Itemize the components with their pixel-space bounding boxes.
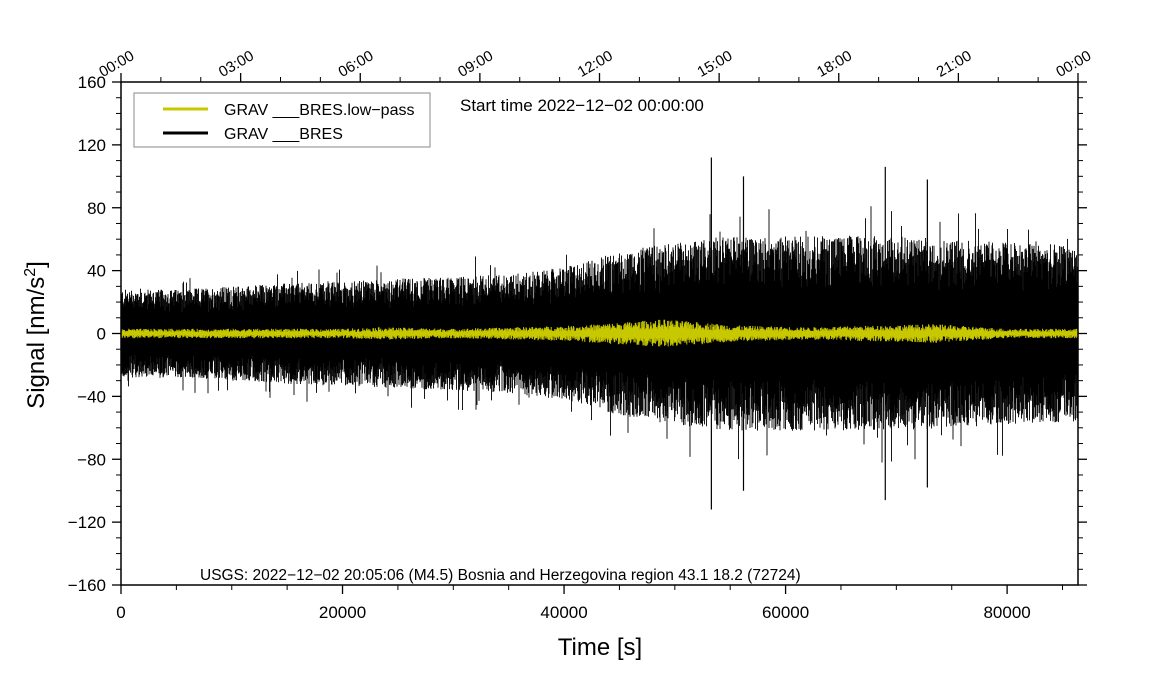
x-tick-label: 40000 [540,603,587,622]
top-tick-label: 00:00 [1053,47,1094,80]
event-annotation: USGS: 2022−12−02 20:05:06 (M4.5) Bosnia … [200,567,801,584]
legend-box [133,92,431,148]
x-tick-label: 80000 [983,603,1030,622]
y-tick-label: 0 [97,325,106,344]
x-tick-label: 60000 [762,603,809,622]
top-tick-label: 12:00 [575,47,616,80]
top-tick-label: 18:00 [814,47,855,80]
x-axis-bottom: 0 20000 40000 60000 80000 [116,585,1063,622]
x-tick-label: 20000 [319,603,366,622]
y-tick-label: 40 [87,262,106,281]
y-tick-label: 160 [78,73,106,92]
y-axis-right [1078,81,1087,586]
top-tick-label: 09:00 [455,47,496,80]
chart-title: Start time 2022−12−02 00:00:00 [460,96,704,115]
top-tick-label: 03:00 [216,47,257,80]
y-tick-label: −80 [77,450,106,469]
y-tick-label: −40 [77,387,106,406]
y-axis-title: Signal [nm/s2] [22,261,50,409]
y-tick-label: 80 [87,199,106,218]
y-tick-label: −160 [68,576,106,595]
top-tick-label: 15:00 [694,47,735,80]
x-axis-top-time: 00:00 03:00 06:00 09:00 12:00 15:00 18:00 21:00… [96,47,1094,82]
legend-label-low-pass: GRAV ___BRES.low−pass [224,102,414,119]
y-tick-label: −120 [68,513,106,532]
y-tick-label: 120 [78,136,106,155]
top-tick-label: 06:00 [335,47,376,80]
y-axis-left: −160 −120 −80 −40 0 40 80 120 160 [68,73,121,595]
legend: GRAV ___BRES.low−pass GRAV ___BRES [133,92,431,148]
top-tick-label: 21:00 [934,47,975,80]
x-tick-label: 0 [116,603,125,622]
top-tick-label: 00:00 [96,47,137,80]
legend-label-raw: GRAV ___BRES [224,126,343,143]
x-axis-title: Time [s] [558,634,642,661]
